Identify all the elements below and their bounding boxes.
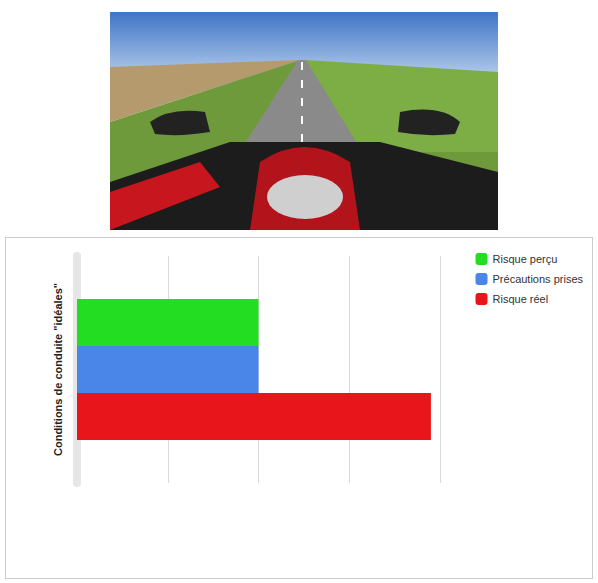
svg-text:Risque réel: Risque réel <box>493 293 549 305</box>
svg-text:Conditions de conduite "idéale: Conditions de conduite "idéales" <box>52 283 64 456</box>
svg-text:Précautions prises: Précautions prises <box>493 273 584 285</box>
svg-text:Risque perçu: Risque perçu <box>493 253 558 265</box>
